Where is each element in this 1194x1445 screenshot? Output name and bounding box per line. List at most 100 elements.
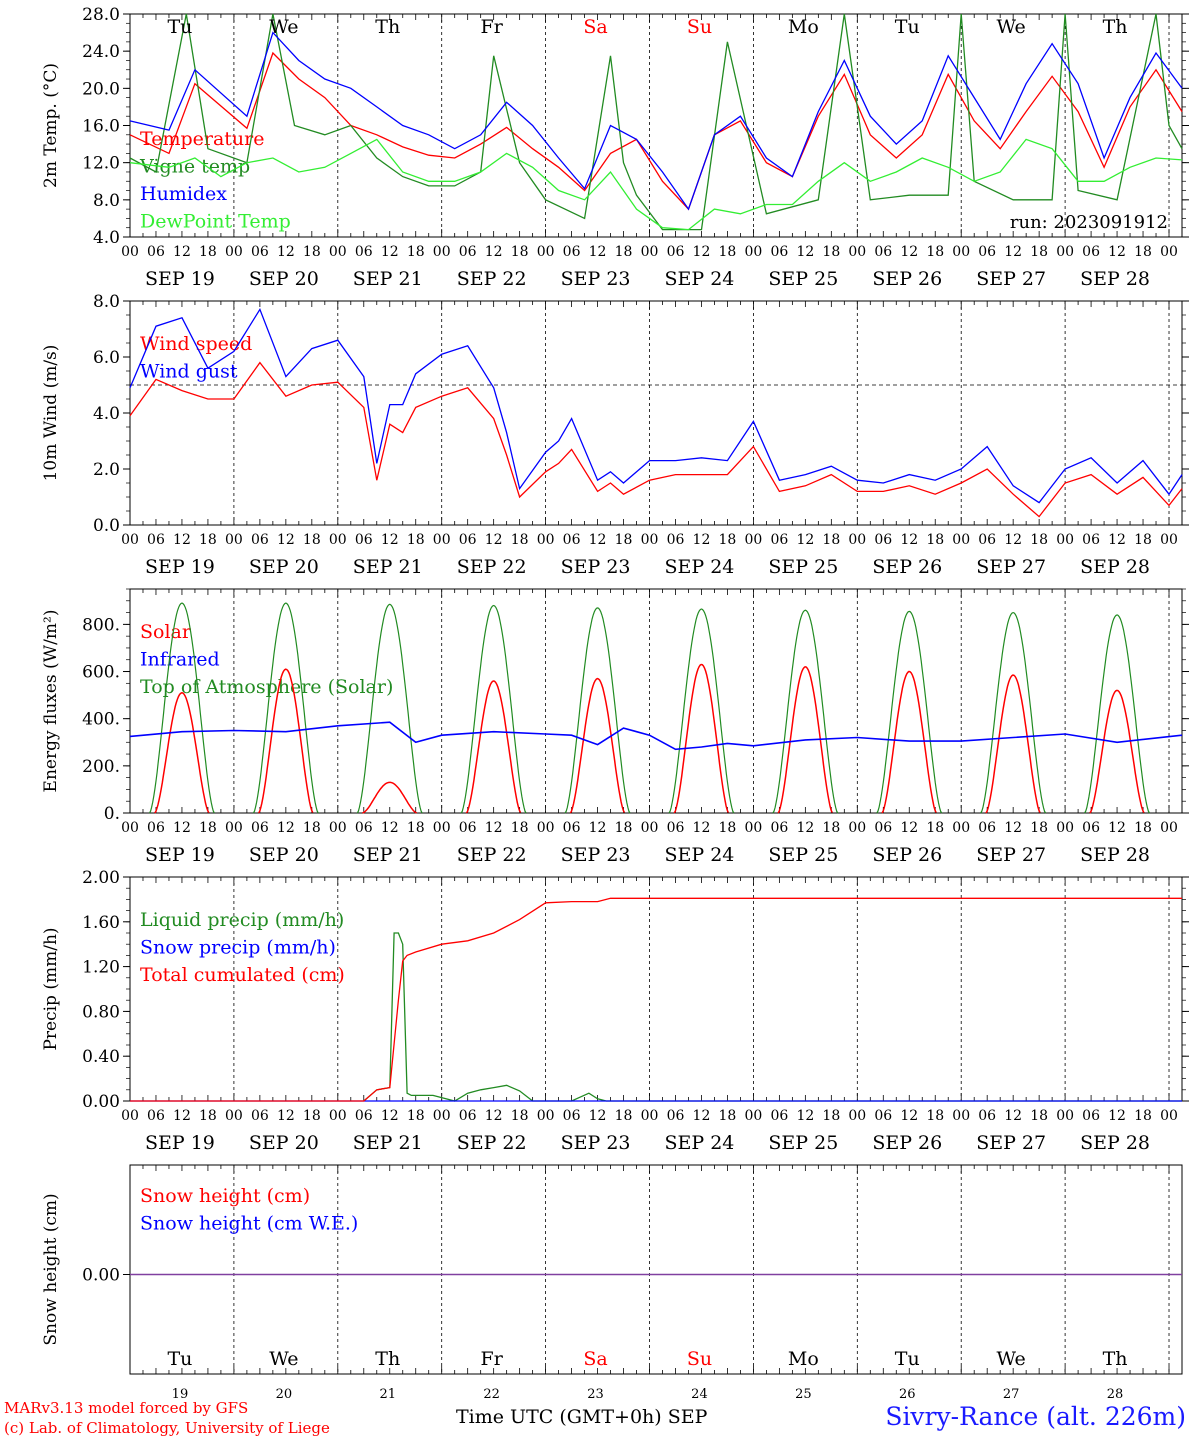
x-date-label: SEP 22 (457, 268, 527, 290)
y-tick-label: 12.0 (82, 154, 120, 174)
x-date-label: SEP 24 (665, 1132, 735, 1154)
x-hour-label: 18 (407, 1108, 425, 1124)
x-hour-label: 18 (926, 820, 944, 836)
x-date-label: SEP 20 (249, 844, 319, 866)
day-number: 27 (1003, 1387, 1020, 1402)
x-hour-label: 12 (589, 532, 607, 548)
x-hour-label: 06 (251, 532, 269, 548)
day-number: 24 (691, 1387, 708, 1402)
x-date-label: SEP 24 (665, 268, 735, 290)
x-hour-label: 06 (459, 532, 477, 548)
x-hour-label: 18 (1030, 1108, 1048, 1124)
x-date-label: SEP 23 (561, 1132, 631, 1154)
x-hour-label: 18 (615, 820, 633, 836)
x-hour-label: 06 (874, 1108, 892, 1124)
x-hour-label: 00 (952, 532, 970, 548)
x-hour-label: 06 (874, 244, 892, 260)
x-hour-label: 18 (407, 532, 425, 548)
x-hour-label: 18 (822, 1108, 840, 1124)
x-hour-label: 06 (1082, 532, 1100, 548)
x-hour-label: 06 (459, 244, 477, 260)
x-hour-label: 00 (952, 820, 970, 836)
x-hour-label: 00 (537, 532, 555, 548)
x-hour-label: 18 (615, 244, 633, 260)
x-hour-label: 00 (329, 532, 347, 548)
legend-wind-gust: Wind gust (140, 361, 238, 383)
legend-liquid-precip-mm-h-: Liquid precip (mm/h) (140, 909, 344, 931)
x-hour-label: 06 (770, 244, 788, 260)
vigne-temp-line (129, 13, 1183, 231)
solar-line (362, 781, 417, 814)
x-hour-label: 00 (952, 1108, 970, 1124)
x-hour-label: 06 (563, 244, 581, 260)
x-hour-label: 12 (796, 820, 814, 836)
x-hour-label: 12 (1004, 1108, 1022, 1124)
wind-gust-line (129, 307, 1183, 504)
x-hour-label: 18 (407, 244, 425, 260)
x-date-label: SEP 28 (1080, 844, 1150, 866)
x-hour-label: 00 (121, 1108, 139, 1124)
x-hour-label: 18 (719, 244, 737, 260)
x-hour-label: 06 (563, 820, 581, 836)
x-date-label: SEP 26 (872, 1132, 942, 1154)
x-date-label: SEP 23 (561, 844, 631, 866)
day-name-top: Th (375, 16, 400, 38)
x-hour-label: 06 (1082, 244, 1100, 260)
day-number: 28 (1107, 1387, 1124, 1402)
x-date-label: SEP 22 (457, 844, 527, 866)
x-hour-label: 18 (1030, 244, 1048, 260)
x-hour-label: 12 (796, 244, 814, 260)
x-hour-label: 12 (1004, 244, 1022, 260)
x-date-label: SEP 28 (1080, 1132, 1150, 1154)
x-hour-label: 18 (926, 532, 944, 548)
day-name-top: Tu (167, 16, 192, 38)
x-hour-label: 12 (900, 244, 918, 260)
day-number: 19 (172, 1387, 189, 1402)
x-date-label: SEP 28 (1080, 268, 1150, 290)
panel-3: Energy fluxes (W/m²) 0. 200. 400. 600. 800. 00… (41, 588, 1189, 866)
day-name-top: Tu (895, 16, 920, 38)
x-hour-label: 12 (693, 532, 711, 548)
y-axis-label: Snow height (cm) (41, 1193, 61, 1345)
x-hour-label: 06 (251, 244, 269, 260)
x-hour-label: 06 (563, 532, 581, 548)
x-hour-label: 18 (719, 1108, 737, 1124)
x-hour-label: 18 (615, 1108, 633, 1124)
x-date-label: SEP 25 (768, 1132, 838, 1154)
day-number: 26 (899, 1387, 916, 1402)
y-tick-label: 8.0 (93, 292, 120, 312)
x-date-label: SEP 21 (353, 844, 423, 866)
x-date-label: SEP 27 (976, 556, 1046, 578)
y-tick-label: 2.00 (82, 868, 120, 888)
x-date-label: SEP 24 (665, 844, 735, 866)
x-hour-label: 12 (900, 532, 918, 548)
x-hour-label: 00 (433, 532, 451, 548)
x-hour-label: 12 (1108, 820, 1126, 836)
day-name-bottom: Fr (481, 1348, 504, 1370)
x-hour-label: 06 (563, 1108, 581, 1124)
x-hour-label: 12 (277, 244, 295, 260)
x-hour-label: 12 (900, 820, 918, 836)
x-date-label: SEP 26 (872, 844, 942, 866)
x-hour-label: 00 (744, 820, 762, 836)
x-axis-title-text: Time UTC (GMT+0h) (456, 1406, 662, 1428)
x-hour-label: 12 (693, 244, 711, 260)
x-date-label: SEP 21 (353, 1132, 423, 1154)
x-date-label: SEP 19 (145, 844, 215, 866)
legend-total-cumulated-cm-: Total cumulated (cm) (140, 964, 345, 986)
day-name-bottom: We (269, 1348, 298, 1370)
y-tick-label: 0.40 (82, 1047, 120, 1067)
x-axis-title: Time UTC (GMT+0h) SEP (456, 1406, 707, 1428)
panel-frame (129, 300, 1183, 526)
x-hour-label: 06 (459, 820, 477, 836)
x-hour-label: 12 (693, 820, 711, 836)
x-hour-label: 18 (822, 244, 840, 260)
x-date-label: SEP 26 (872, 556, 942, 578)
x-hour-label: 18 (926, 1108, 944, 1124)
day-name-bottom: Su (687, 1348, 712, 1370)
toa-solar-line (252, 602, 319, 814)
x-hour-label: 18 (303, 820, 321, 836)
day-name-bottom: Th (1103, 1348, 1128, 1370)
x-hour-label: 06 (978, 244, 996, 260)
x-hour-label: 00 (537, 1108, 555, 1124)
